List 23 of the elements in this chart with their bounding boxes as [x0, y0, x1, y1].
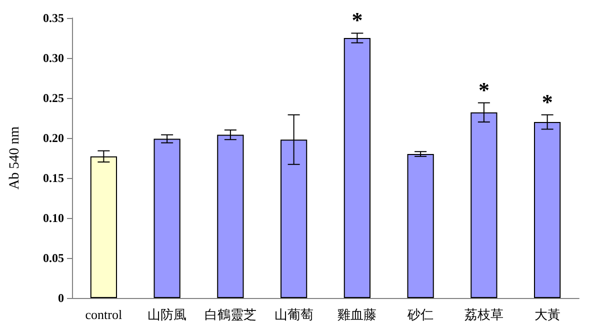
y-tick-label: 0.25 — [43, 91, 64, 105]
x-tick-label: 砂仁 — [406, 307, 434, 322]
bar — [154, 138, 180, 298]
y-tick-label: 0.05 — [43, 251, 64, 265]
x-tick-label: control — [85, 307, 122, 322]
y-tick-label: 0.10 — [43, 211, 64, 225]
y-tick-label: 0.15 — [43, 171, 64, 185]
x-tick-label: 荔枝草 — [464, 307, 504, 322]
y-tick-label: 0.20 — [43, 131, 64, 145]
annotation: * — [542, 89, 553, 114]
annotation: * — [352, 8, 363, 33]
y-tick-label: 0.35 — [43, 11, 64, 25]
x-tick-label: 山防風 — [148, 307, 187, 322]
bar — [217, 134, 244, 298]
x-tick-label: 大黃 — [534, 307, 560, 322]
bar — [407, 154, 434, 298]
x-tick-label: 山葡萄 — [274, 307, 314, 322]
y-axis-title: Ab 540 nm — [8, 126, 22, 190]
annotation: * — [478, 77, 490, 102]
y-tick-label: 0 — [58, 291, 64, 305]
x-tick-label: 白鶴靈芝 — [204, 307, 256, 322]
x-tick-label: 雞血藤 — [338, 307, 377, 322]
y-tick-label: 0.30 — [43, 51, 64, 65]
